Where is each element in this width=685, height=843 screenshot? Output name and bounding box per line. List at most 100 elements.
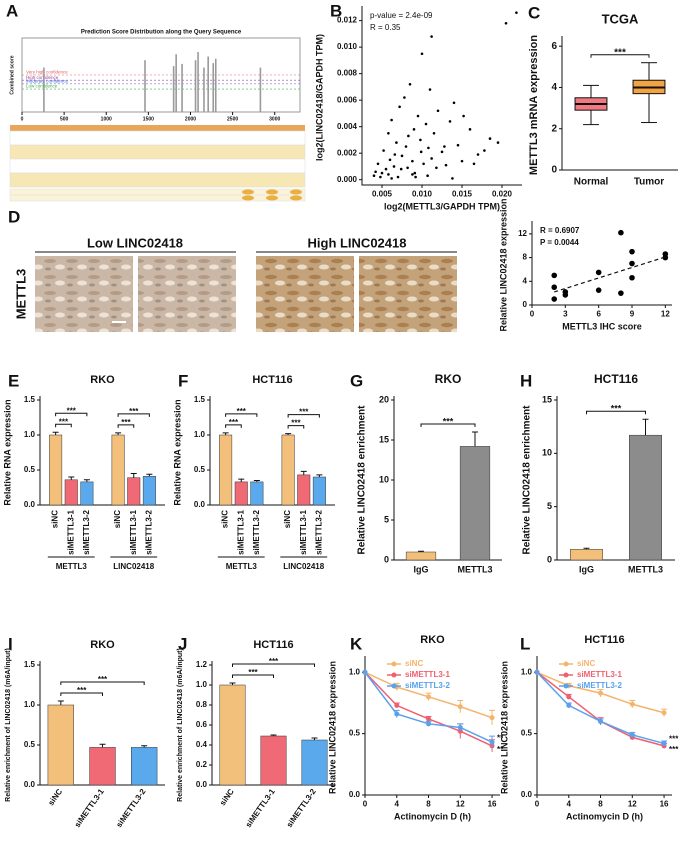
bar [80,481,94,506]
bar [214,58,217,112]
point [618,290,624,296]
significance-bracket [232,674,274,678]
x-tick-label: 0.020 [492,190,513,199]
point [629,701,635,707]
significance-bracket [225,413,258,417]
point [472,162,476,166]
x-tick-label: 500 [60,116,69,122]
end-label: ** [497,745,504,754]
point [382,149,385,152]
y-tick-label: 0.5 [24,465,36,474]
point [393,153,397,156]
error-bar [642,418,649,436]
error-bar [68,476,75,480]
error-bar [141,745,148,748]
point [432,131,436,135]
significance-bracket [60,692,103,696]
panel-letter: K [350,634,363,653]
threshold-label: High confidence [26,75,59,80]
y-tick-label: 0.6 [196,720,208,729]
x-tick-label: 0 [363,800,368,809]
x-tick-label: 3000 [269,116,280,122]
y-tick-label: 1.2 [196,660,208,669]
bar [219,684,246,786]
chart-title: Prediction Score Distribution along the … [81,30,242,36]
error-bar [146,473,153,477]
x-tick-label: siMETTL3-1 [129,509,138,554]
point [662,254,669,261]
y-tick-label: 0.000 [337,175,358,184]
y-tick-label: 0.5 [521,729,533,738]
point [398,105,401,109]
y-tick-label: 0 [551,165,557,176]
x-axis-label: log2(METTL3/GAPDH TPM) [384,201,500,211]
bar [250,481,264,506]
y-axis-label: Relative LINC02418 expression [498,198,508,331]
annotation: p-value = 2.4e-09 [370,11,433,20]
x-tick-label: 8 [598,800,603,809]
point [404,145,408,148]
significance-label: *** [443,416,454,426]
point [426,174,429,178]
table-badge [242,195,254,201]
significance-bracket [117,424,135,428]
error-bar [316,474,323,477]
group-label: Low LINC02418 [87,235,183,250]
x-tick-label: 0.005 [372,190,393,199]
point [426,694,432,700]
legend-marker [563,672,569,678]
bar [405,551,437,561]
chart-title: HCT116 [584,634,624,646]
y-tick-label: 0.4 [196,740,208,749]
point [618,229,624,236]
x-tick-label: siMETTL3-2 [144,509,153,554]
group-label: High LINC02418 [308,235,407,250]
point [428,88,432,91]
error-bar [130,473,137,478]
point [515,11,518,14]
bar [570,549,603,561]
point [598,718,604,724]
point [426,716,432,722]
error-bar [115,432,122,435]
point [489,715,495,721]
error-bar [99,743,106,748]
y-tick-label: 4 [551,82,557,93]
point [443,145,446,148]
y-tick-label: 6 [551,41,557,52]
x-tick-label: siNC [218,787,236,807]
x-tick-label: siMETTL3-1 [236,509,245,554]
x-tick-label: IgG [579,564,594,574]
x-tick-label: 1500 [143,116,154,122]
error-bar [472,431,478,447]
legend-marker [391,683,397,689]
point [411,159,414,163]
point [661,740,667,746]
significance-bracket [55,423,72,428]
significance-label: *** [129,407,139,416]
legend-label: siMETTL3-1 [405,670,450,679]
x-tick-label: 0 [21,116,24,122]
point [456,143,460,147]
bar [212,63,215,112]
annotation: P = 0.0044 [540,238,579,247]
chart-title: HCT116 [252,374,292,386]
bar [131,747,158,786]
significance-label: *** [611,404,622,414]
significance-label: *** [59,417,69,426]
y-tick-label: 1.0 [24,700,36,709]
x-axis-label: Actinomycin D (h) [394,811,471,821]
error-bar [418,550,424,552]
x-tick-label: 9 [630,310,635,319]
error-bar [57,700,64,705]
chart-title: RKO [90,639,115,651]
point [387,173,390,176]
point [387,131,390,135]
y-tick-label: 0.012 [337,16,358,25]
point [462,114,465,118]
y-tick-label: 0.008 [337,69,358,78]
ihc-image [35,256,133,332]
bar [203,67,205,112]
y-tick-label: 5 [384,514,389,524]
point [414,175,417,179]
